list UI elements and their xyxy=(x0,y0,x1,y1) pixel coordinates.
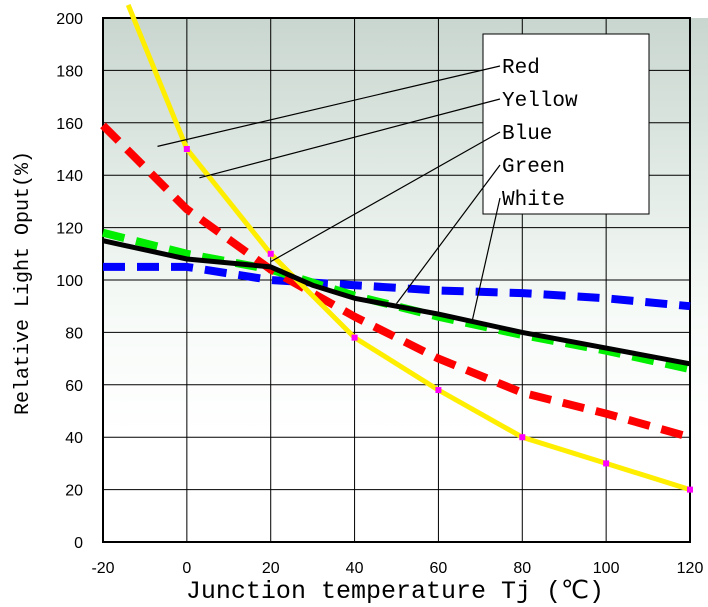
grid xyxy=(102,17,691,543)
yellow-point-4 xyxy=(435,387,442,394)
y-tick-label-4: 80 xyxy=(65,325,83,342)
x-axis-label: Junction temperature Tj (℃) xyxy=(186,577,604,606)
x-tick-label-0: -20 xyxy=(91,560,114,577)
leader-line-white xyxy=(471,197,501,323)
leader-line-yellow xyxy=(199,98,501,179)
x-tick-label-1: 0 xyxy=(182,560,191,577)
y-tick-label-8: 160 xyxy=(56,116,83,133)
yellow-point-1 xyxy=(183,146,190,152)
y-tick-label-2: 40 xyxy=(65,430,83,447)
series-layer xyxy=(100,3,693,493)
leader-line-blue xyxy=(270,131,501,263)
tick-labels: -20 0 20 40 60 80 100 120 0 20 40 60 80 100 120 140 160 1… xyxy=(56,11,703,577)
legend-entry-yellow: Yellow xyxy=(502,90,578,113)
series-line-yellow xyxy=(125,3,691,492)
legend-entry-red: Red xyxy=(502,57,540,80)
legend: Red Yellow Blue Green White xyxy=(157,33,650,323)
x-tick-label-5: 80 xyxy=(513,560,531,577)
y-tick-label-0: 0 xyxy=(74,535,83,552)
y-tick-label-9: 180 xyxy=(56,63,83,80)
y-tick-label-7: 140 xyxy=(56,168,83,185)
leader-line-green xyxy=(396,164,501,304)
legend-entry-white: White xyxy=(502,189,565,212)
y-tick-label-10: 200 xyxy=(56,11,83,28)
leader-line-red xyxy=(157,65,501,147)
y-tick-label-6: 120 xyxy=(56,221,83,238)
plot-frame xyxy=(102,17,691,543)
series-line-white xyxy=(102,238,691,367)
yellow-point-3 xyxy=(351,334,358,341)
x-tick-label-3: 40 xyxy=(346,560,364,577)
y-axis-label: Relative Light Oput(%) xyxy=(12,151,35,415)
yellow-point-5 xyxy=(519,434,526,441)
x-tick-label-4: 60 xyxy=(430,560,448,577)
yellow-point-7 xyxy=(687,486,693,493)
legend-box xyxy=(482,33,650,215)
y-tick-label-5: 100 xyxy=(56,273,83,290)
legend-entry-green: Green xyxy=(502,156,565,179)
x-tick-label-7: 120 xyxy=(677,560,704,577)
legend-entry-blue: Blue xyxy=(502,123,552,146)
y-tick-label-3: 60 xyxy=(65,378,83,395)
y-tick-label-1: 20 xyxy=(65,483,83,500)
x-tick-label-6: 100 xyxy=(593,560,620,577)
yellow-point-2 xyxy=(267,250,274,257)
x-tick-label-2: 20 xyxy=(262,560,280,577)
yellow-point-6 xyxy=(603,460,610,467)
